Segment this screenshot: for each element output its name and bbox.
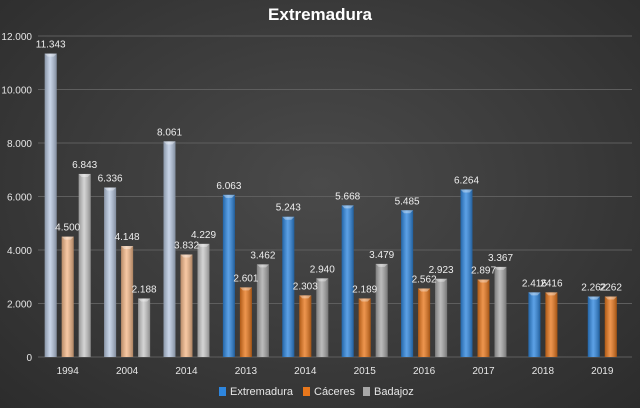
bar [138,298,151,357]
bar [375,263,388,357]
x-tick-label: 2018 [532,366,555,377]
y-tick-label: 0 [26,353,32,364]
bar [477,279,490,357]
x-tick-label: 2004 [116,366,139,377]
bar [341,205,354,357]
x-tick-label: 2013 [235,366,258,377]
bar [104,187,117,357]
bar [197,243,210,357]
data-label: 2.262 [581,282,606,293]
bar [460,189,473,357]
bar [61,236,74,357]
legend-label: Cáceres [314,386,355,398]
data-label: 2262 [600,282,623,293]
data-label: 2.416 [522,278,547,289]
legend-label: Extremadura [230,386,294,398]
x-tick-label: 2015 [354,366,377,377]
bar [604,296,617,357]
legend-label: Badajoz [374,386,414,398]
legend-swatch [363,387,370,396]
data-label: 6.336 [98,174,123,185]
data-label: 2.601 [233,273,258,284]
y-tick-label: 2.000 [7,300,32,311]
legend-item[interactable]: Extremadura [219,386,294,398]
x-tick-label: 2017 [472,366,495,377]
bar [545,292,558,357]
data-label: 2.940 [310,264,335,275]
chart-title: Extremadura [268,5,372,24]
data-label: 4.148 [115,232,140,243]
data-label: 2.923 [429,265,454,276]
bar [121,246,134,357]
data-label: 5.668 [335,191,360,202]
data-label: 6.063 [216,181,241,192]
data-label: 4.229 [191,230,216,241]
data-label: 2.189 [352,284,377,295]
bar [358,298,371,357]
y-tick-label: 8.000 [7,139,32,150]
data-label: 5.243 [276,203,301,214]
data-label: 3.479 [369,250,394,261]
data-label: 2.188 [132,284,157,295]
x-tick-label: 2019 [591,366,614,377]
y-tick-label: 6.000 [7,193,32,204]
bar [401,210,414,357]
legend-swatch [303,387,310,396]
data-label: 5.485 [395,196,420,207]
y-tick-label: 4.000 [7,246,32,257]
legend-item[interactable]: Cáceres [303,386,355,398]
bar [418,288,431,357]
bar [222,194,235,357]
data-label: 2416 [540,278,563,289]
x-tick-label: 2016 [413,366,436,377]
bar [299,295,312,357]
data-label: 4.500 [55,223,80,234]
x-tick-label: 2014 [175,366,198,377]
data-label: 8.061 [157,127,182,138]
data-label: 2.562 [412,274,437,285]
data-label: 3.832 [174,240,199,251]
data-label: 6.264 [454,175,479,186]
data-label: 3.462 [250,250,275,261]
y-tick-label: 10.000 [1,86,32,97]
bar [494,266,507,357]
bar [256,264,269,357]
legend-swatch [219,387,226,396]
y-tick-label: 12.000 [1,32,32,43]
data-label: 2.303 [293,281,318,292]
bar [163,141,176,357]
legend-item[interactable]: Badajoz [363,386,414,398]
x-tick-label: 1994 [57,366,80,377]
bar [44,53,57,358]
bar [435,278,448,357]
bar [239,287,252,357]
bar [180,254,193,357]
bar [78,173,91,357]
bar [316,278,329,357]
bar [282,216,295,357]
bar [528,292,541,357]
data-label: 11.343 [36,40,66,51]
data-label: 6.843 [72,160,97,171]
x-tick-label: 2014 [294,366,317,377]
data-label: 2.897 [471,266,496,277]
bar [587,296,600,357]
data-label: 3.367 [488,253,513,264]
